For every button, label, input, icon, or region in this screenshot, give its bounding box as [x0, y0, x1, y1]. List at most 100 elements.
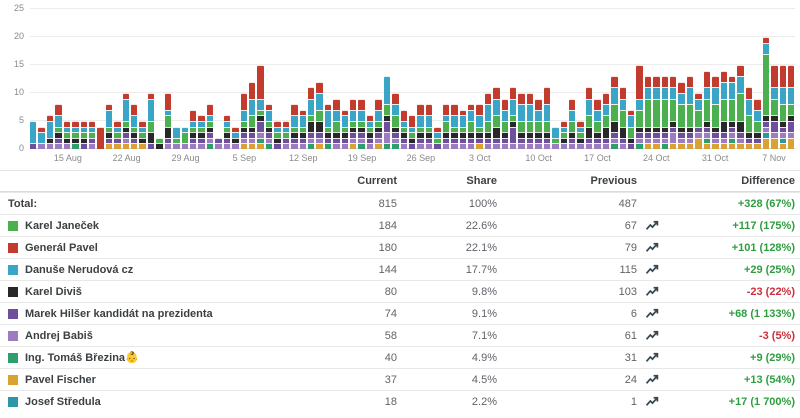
candidate-row[interactable]: Josef Středula 18 2.2% 1 +17 (1 700%)	[0, 390, 800, 412]
bar-23-sep[interactable]	[392, 93, 399, 149]
bar-25-aug[interactable]	[147, 93, 155, 149]
bar-2-oct[interactable]	[467, 104, 475, 149]
bar-30-aug[interactable]	[190, 109, 197, 149]
bar-4-nov[interactable]	[745, 87, 753, 149]
bar-7-sep[interactable]	[257, 65, 264, 149]
candidate-row[interactable]: Pavel Fischer 37 4.5% 24 +13 (54%)	[0, 368, 800, 390]
bar-22-sep[interactable]	[383, 76, 391, 149]
bar-9-nov[interactable]	[787, 65, 795, 149]
trend-chart-cell[interactable]	[637, 286, 667, 298]
trend-chart-cell[interactable]	[637, 242, 667, 254]
bar-12-oct[interactable]	[552, 126, 559, 149]
candidate-row[interactable]: Karel Diviš 80 9.8% 103 -23 (22%)	[0, 280, 800, 302]
trend-chart-cell[interactable]	[637, 220, 667, 232]
bar-23-oct[interactable]	[644, 76, 652, 149]
bar-1-nov[interactable]	[720, 70, 728, 149]
bar-2-nov[interactable]	[729, 76, 736, 149]
bar-7-oct[interactable]	[510, 87, 517, 149]
bar-14-sep[interactable]	[316, 81, 323, 149]
bar-10-oct[interactable]	[535, 98, 542, 149]
candidate-row[interactable]: Danuše Nerudová cz 144 17.7% 115 +29 (25%)	[0, 258, 800, 280]
bar-2-sep[interactable]	[215, 137, 222, 149]
bar-15-aug[interactable]	[63, 121, 71, 149]
bar-8-nov[interactable]	[779, 65, 786, 149]
bar-19-aug[interactable]	[97, 126, 104, 149]
bar-18-oct[interactable]	[602, 93, 610, 149]
bar-8-sep[interactable]	[265, 104, 273, 149]
bar-13-aug[interactable]	[46, 115, 54, 149]
bar-19-oct[interactable]	[611, 76, 618, 149]
bar-16-aug[interactable]	[72, 121, 79, 149]
bar-30-sep[interactable]	[451, 104, 458, 149]
candidate-row[interactable]: Ing. Tomáš Březina👶 40 4.9% 31 +9 (29%)	[0, 346, 800, 368]
bar-12-aug[interactable]	[38, 126, 45, 149]
bar-6-nov[interactable]	[762, 37, 770, 149]
candidate-row[interactable]: Marek Hilšer kandidát na prezidenta 74 9.1…	[0, 302, 800, 324]
bar-24-oct[interactable]	[653, 76, 660, 149]
bar-13-oct[interactable]	[560, 121, 567, 149]
bar-27-sep[interactable]	[425, 104, 433, 149]
bar-17-sep[interactable]	[341, 109, 349, 149]
bar-21-oct[interactable]	[627, 109, 635, 149]
bar-3-oct[interactable]	[476, 104, 483, 149]
bar-31-aug[interactable]	[198, 115, 205, 149]
bar-29-oct[interactable]	[695, 93, 702, 149]
bar-16-sep[interactable]	[333, 98, 340, 149]
bar-6-oct[interactable]	[501, 98, 509, 149]
bar-26-sep[interactable]	[417, 104, 424, 149]
bar-15-oct[interactable]	[577, 121, 584, 149]
bar-22-oct[interactable]	[636, 65, 643, 149]
candidate-row[interactable]: Andrej Babiš 58 7.1% 61 -3 (5%)	[0, 324, 800, 346]
bar-13-sep[interactable]	[307, 87, 315, 149]
bar-18-aug[interactable]	[88, 121, 96, 149]
bar-1-sep[interactable]	[206, 104, 214, 149]
bar-18-sep[interactable]	[350, 98, 357, 149]
bar-25-oct[interactable]	[661, 76, 669, 149]
bar-24-sep[interactable]	[400, 109, 407, 149]
bar-5-nov[interactable]	[754, 98, 761, 149]
bar-4-sep[interactable]	[232, 126, 239, 149]
bar-26-oct[interactable]	[670, 76, 677, 149]
bar-5-sep[interactable]	[240, 93, 247, 149]
bar-15-sep[interactable]	[324, 104, 332, 149]
trend-chart-cell[interactable]	[637, 374, 667, 386]
bar-12-sep[interactable]	[299, 109, 306, 149]
trend-chart-cell[interactable]	[637, 396, 667, 408]
bar-24-aug[interactable]	[139, 121, 146, 149]
bar-21-aug[interactable]	[114, 121, 121, 149]
bar-7-nov[interactable]	[771, 65, 778, 149]
bar-27-aug[interactable]	[164, 93, 172, 149]
bar-9-oct[interactable]	[526, 93, 534, 149]
bar-4-oct[interactable]	[484, 93, 492, 149]
bar-28-sep[interactable]	[434, 126, 441, 149]
bar-11-oct[interactable]	[543, 87, 551, 149]
bar-26-aug[interactable]	[156, 137, 163, 149]
bar-6-sep[interactable]	[248, 81, 256, 149]
bar-11-sep[interactable]	[291, 104, 298, 149]
bar-21-sep[interactable]	[375, 98, 382, 149]
bar-20-oct[interactable]	[619, 87, 626, 149]
bar-10-sep[interactable]	[282, 121, 290, 149]
bar-31-oct[interactable]	[712, 76, 719, 149]
trend-chart-cell[interactable]	[637, 352, 667, 364]
bar-22-aug[interactable]	[122, 93, 130, 149]
bar-20-aug[interactable]	[105, 104, 113, 149]
bar-3-nov[interactable]	[737, 65, 744, 149]
bar-30-oct[interactable]	[703, 70, 711, 149]
bar-29-aug[interactable]	[181, 126, 189, 149]
bar-16-oct[interactable]	[585, 87, 593, 149]
trend-chart-cell[interactable]	[637, 264, 667, 276]
bar-17-aug[interactable]	[80, 121, 87, 149]
bar-29-sep[interactable]	[442, 104, 450, 149]
bar-19-sep[interactable]	[358, 98, 365, 149]
bar-5-oct[interactable]	[493, 87, 500, 149]
bar-23-aug[interactable]	[131, 104, 138, 149]
trend-chart-cell[interactable]	[637, 330, 667, 342]
bar-27-oct[interactable]	[678, 81, 685, 149]
bar-28-oct[interactable]	[686, 76, 694, 149]
bar-9-sep[interactable]	[274, 121, 281, 149]
bar-8-oct[interactable]	[518, 93, 525, 149]
bar-28-aug[interactable]	[173, 126, 180, 149]
candidate-row[interactable]: Generál Pavel 180 22.1% 79 +101 (128%)	[0, 236, 800, 258]
bar-1-oct[interactable]	[459, 109, 466, 149]
